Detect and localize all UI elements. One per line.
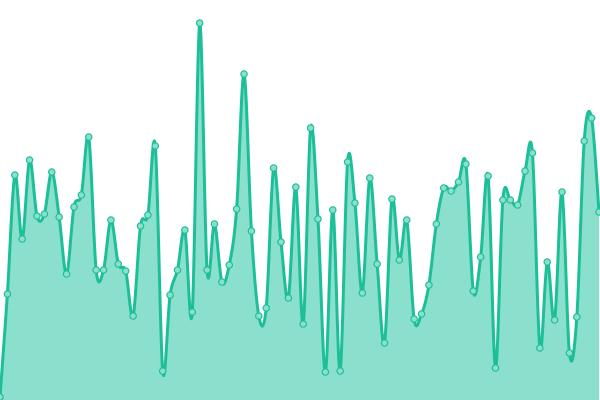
data-point-37 <box>269 164 278 172</box>
data-point-3 <box>18 235 26 243</box>
data-point-22 <box>158 367 167 375</box>
data-point-69 <box>506 196 515 204</box>
data-point-24 <box>173 266 182 274</box>
data-point-63 <box>462 160 470 168</box>
data-point-77 <box>565 349 574 357</box>
data-point-66 <box>484 172 492 180</box>
data-point-7 <box>47 168 56 176</box>
data-point-25 <box>181 226 189 234</box>
data-point-49 <box>358 289 367 297</box>
data-point-74 <box>543 258 552 266</box>
data-point-38 <box>277 238 285 246</box>
data-point-27 <box>195 19 204 27</box>
data-point-16 <box>114 260 123 268</box>
data-point-59 <box>432 220 441 228</box>
data-point-54 <box>395 256 404 264</box>
data-point-81 <box>595 208 600 216</box>
data-point-52 <box>380 339 389 347</box>
data-point-62 <box>454 178 463 186</box>
data-point-51 <box>373 260 381 268</box>
data-point-55 <box>402 216 411 224</box>
data-point-18 <box>129 312 137 320</box>
data-point-23 <box>166 291 174 299</box>
data-point-19 <box>136 222 145 230</box>
data-point-73 <box>536 344 544 352</box>
data-point-9 <box>62 270 71 278</box>
data-point-35 <box>255 312 263 320</box>
data-point-41 <box>299 320 307 328</box>
data-point-33 <box>240 70 248 78</box>
data-point-36 <box>262 304 271 312</box>
data-point-61 <box>447 187 455 195</box>
data-point-20 <box>144 211 152 219</box>
data-point-43 <box>314 215 322 223</box>
data-point-28 <box>203 266 211 274</box>
data-point-29 <box>210 220 219 228</box>
data-point-17 <box>121 267 130 275</box>
data-point-11 <box>77 191 86 199</box>
data-point-14 <box>99 266 108 274</box>
data-point-1 <box>3 290 12 298</box>
data-point-10 <box>70 203 78 211</box>
data-point-58 <box>425 281 433 289</box>
data-point-6 <box>40 210 49 218</box>
data-point-71 <box>521 167 529 175</box>
area-fill <box>0 22 599 400</box>
data-point-26 <box>188 308 197 316</box>
data-point-0 <box>0 393 4 400</box>
data-point-68 <box>499 196 507 204</box>
data-point-75 <box>550 316 559 324</box>
data-point-67 <box>491 364 500 372</box>
data-point-53 <box>388 195 396 203</box>
data-point-13 <box>92 266 100 274</box>
data-point-46 <box>336 367 344 375</box>
data-point-64 <box>469 287 478 295</box>
data-point-21 <box>151 142 160 150</box>
data-points <box>0 19 600 400</box>
data-point-48 <box>351 199 359 207</box>
data-point-31 <box>225 261 234 269</box>
data-point-30 <box>218 278 226 286</box>
data-point-44 <box>321 368 330 376</box>
data-point-42 <box>306 124 315 132</box>
data-point-39 <box>284 294 293 302</box>
data-point-47 <box>343 158 352 166</box>
data-point-78 <box>573 313 581 321</box>
data-point-4 <box>25 156 34 164</box>
data-point-76 <box>558 188 566 196</box>
data-point-34 <box>247 227 256 235</box>
data-point-15 <box>107 216 115 224</box>
data-point-56 <box>410 315 418 323</box>
data-point-45 <box>328 206 337 214</box>
data-point-79 <box>580 137 589 145</box>
data-point-12 <box>84 133 93 141</box>
data-point-8 <box>55 213 63 221</box>
data-point-32 <box>232 205 241 213</box>
data-point-70 <box>513 201 522 209</box>
data-point-80 <box>587 114 596 122</box>
data-point-5 <box>33 212 41 220</box>
data-point-2 <box>10 171 19 179</box>
data-point-40 <box>292 183 300 191</box>
data-point-57 <box>417 310 426 318</box>
data-point-60 <box>439 184 448 192</box>
data-point-72 <box>528 149 537 157</box>
data-point-50 <box>365 174 374 182</box>
data-point-65 <box>476 253 485 261</box>
